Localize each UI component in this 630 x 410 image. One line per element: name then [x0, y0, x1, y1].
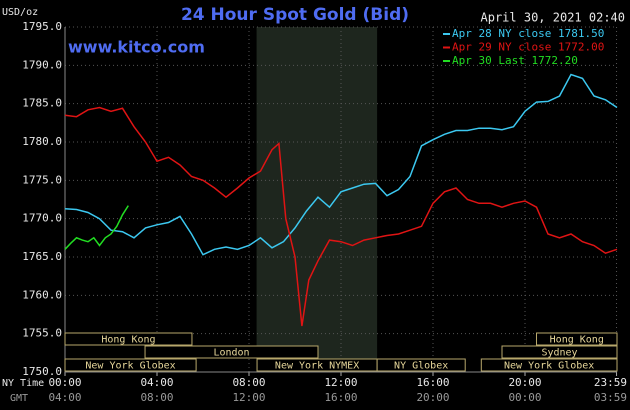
x-tick-label: 20:00 — [508, 376, 541, 389]
session-box — [501, 345, 618, 359]
y-tick-label: 1755.0 — [22, 327, 62, 340]
x-tick-label: 16:00 — [416, 376, 449, 389]
y-tick-label: 1780.0 — [22, 135, 62, 148]
legend-label: Apr 29 NY close 1772.00 — [452, 41, 604, 54]
y-tick-label: 1770.0 — [22, 212, 62, 225]
y-axis-label: USD/oz — [2, 7, 38, 18]
x2-tick-label: 20:00 — [416, 391, 449, 404]
session-label: Hong Kong — [101, 335, 155, 346]
y-tick-label: 1795.0 — [22, 20, 62, 33]
session-box — [64, 358, 197, 372]
x-tick-label: 23:59 — [594, 376, 627, 389]
series-line — [64, 106, 618, 327]
y-tick-label: 1765.0 — [22, 250, 62, 263]
chart-title: 24 Hour Spot Gold (Bid) — [181, 5, 409, 25]
session-label: New York NYMEX — [275, 361, 359, 372]
x2-tick-label: 08:00 — [140, 391, 173, 404]
session-label: Hong Kong — [550, 335, 604, 346]
series-line — [64, 205, 129, 250]
x-tick-label: 08:00 — [232, 376, 265, 389]
x2-tick-label: 04:00 — [48, 391, 81, 404]
legend-label: Apr 28 NY close 1781.50 — [452, 27, 604, 40]
session-label: London — [213, 348, 249, 359]
x2-tick-label: 03:59 — [594, 391, 627, 404]
x-tick-label: 12:00 — [324, 376, 357, 389]
y-tick-label: 1785.0 — [22, 97, 62, 110]
session-label: New York Globex — [85, 361, 175, 372]
series-line — [64, 73, 618, 256]
legend-label: Apr 30 Last 1772.20 — [452, 54, 578, 67]
session-box — [536, 332, 618, 346]
y-tick-label: 1775.0 — [22, 173, 62, 186]
x-tick-label: 04:00 — [140, 376, 173, 389]
y-tick-label: 1790.0 — [22, 58, 62, 71]
session-box — [480, 358, 618, 372]
session-label: Sydney — [541, 348, 577, 359]
session-box — [376, 358, 466, 372]
session-box — [144, 345, 319, 359]
session-label: New York Globex — [504, 361, 594, 372]
timestamp: April 30, 2021 02:40 — [481, 11, 626, 25]
x2-tick-label: 00:00 — [508, 391, 541, 404]
x-axis-label: NY Time — [2, 378, 44, 389]
session-box — [64, 332, 193, 346]
y-tick-label: 1760.0 — [22, 288, 62, 301]
x2-tick-label: 12:00 — [232, 391, 265, 404]
x2-tick-label: 16:00 — [324, 391, 357, 404]
session-label: NY Globex — [394, 361, 448, 372]
website: www.kitco.com — [68, 38, 205, 57]
y-tick-label: 1750.0 — [22, 365, 62, 378]
x-tick-label: 00:00 — [48, 376, 81, 389]
x2-axis-label: GMT — [10, 393, 28, 404]
